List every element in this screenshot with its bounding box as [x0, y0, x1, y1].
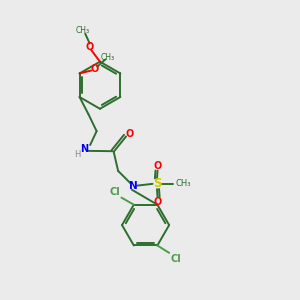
Text: CH₃: CH₃	[101, 53, 115, 62]
Text: O: O	[153, 160, 162, 171]
Text: N: N	[129, 181, 138, 191]
Text: O: O	[125, 129, 134, 139]
Text: Cl: Cl	[170, 254, 181, 264]
Text: O: O	[153, 197, 162, 207]
Text: CH₃: CH₃	[75, 26, 89, 35]
Text: H: H	[75, 150, 81, 159]
Text: N: N	[80, 144, 88, 154]
Text: CH₃: CH₃	[176, 179, 191, 188]
Text: O: O	[91, 64, 99, 74]
Text: O: O	[85, 42, 94, 52]
Text: S: S	[153, 177, 161, 190]
Text: Cl: Cl	[110, 187, 120, 197]
